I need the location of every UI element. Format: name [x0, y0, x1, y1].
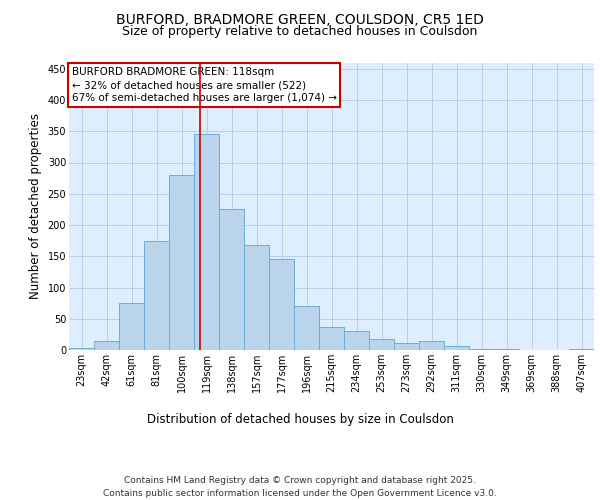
Bar — [94, 341, 119, 350]
Bar — [319, 327, 344, 350]
Text: Size of property relative to detached houses in Coulsdon: Size of property relative to detached ho… — [122, 25, 478, 38]
Bar — [219, 210, 244, 350]
Text: Distribution of detached houses by size in Coulsdon: Distribution of detached houses by size … — [146, 412, 454, 426]
Text: BURFORD, BRADMORE GREEN, COULSDON, CR5 1ED: BURFORD, BRADMORE GREEN, COULSDON, CR5 1… — [116, 12, 484, 26]
Bar — [119, 302, 144, 350]
Bar — [419, 341, 444, 350]
Bar — [244, 245, 269, 350]
Bar — [444, 346, 469, 350]
Bar — [394, 343, 419, 350]
Y-axis label: Number of detached properties: Number of detached properties — [29, 114, 42, 299]
Bar — [169, 175, 194, 350]
Bar — [144, 240, 169, 350]
Bar — [294, 306, 319, 350]
Bar — [69, 348, 94, 350]
Bar — [369, 340, 394, 350]
Text: Contains HM Land Registry data © Crown copyright and database right 2025.
Contai: Contains HM Land Registry data © Crown c… — [103, 476, 497, 498]
Bar — [194, 134, 219, 350]
Bar — [344, 331, 369, 350]
Text: BURFORD BRADMORE GREEN: 118sqm
← 32% of detached houses are smaller (522)
67% of: BURFORD BRADMORE GREEN: 118sqm ← 32% of … — [71, 67, 337, 103]
Bar — [269, 260, 294, 350]
